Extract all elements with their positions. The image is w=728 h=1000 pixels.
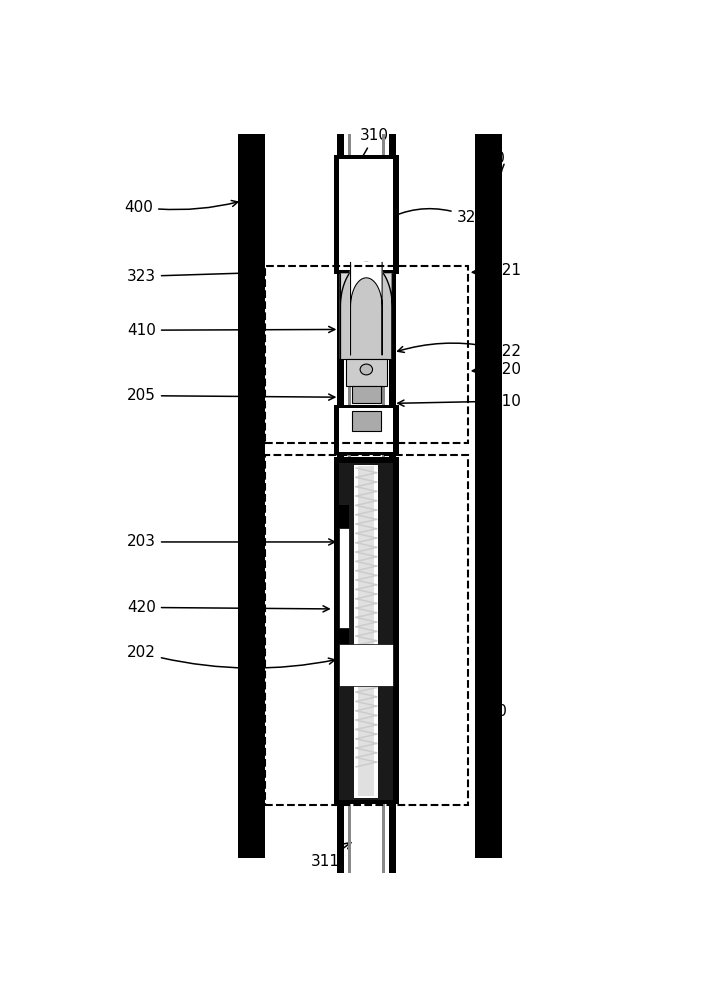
Text: 324: 324 [385,209,486,225]
Bar [389,134,396,873]
Bar [339,644,393,686]
Polygon shape [351,262,382,355]
Bar [265,455,468,805]
Bar [358,466,374,796]
Bar [339,463,393,800]
Text: 205: 205 [127,388,335,403]
Bar [265,266,468,443]
Text: 410: 410 [127,323,335,338]
Bar [348,134,351,873]
Ellipse shape [360,364,373,375]
Text: 510: 510 [398,394,522,409]
Text: 202: 202 [127,645,335,668]
Bar [333,457,399,804]
Polygon shape [341,262,392,359]
Text: 420: 420 [127,600,329,615]
Bar [339,468,353,799]
Text: 500: 500 [477,151,506,172]
Text: 323: 323 [127,269,261,284]
Bar [339,159,393,270]
Text: 203: 203 [127,534,335,549]
Bar [237,134,265,858]
Text: 400: 400 [124,200,238,215]
Bar [355,465,378,798]
Bar [382,134,385,873]
Bar [339,408,393,452]
Text: 322: 322 [397,343,522,359]
Bar [352,386,381,403]
Bar [339,528,349,628]
Bar [333,155,399,274]
Bar [333,405,399,455]
Text: 200: 200 [479,704,507,719]
Text: 321: 321 [472,263,522,278]
Bar [339,274,393,359]
Text: 320: 320 [472,362,522,377]
Bar [475,134,502,858]
Bar [337,134,344,873]
Text: 311: 311 [311,843,351,869]
Bar [346,359,387,386]
Bar [339,505,349,644]
Bar [352,411,381,431]
Text: 310: 310 [358,128,389,164]
